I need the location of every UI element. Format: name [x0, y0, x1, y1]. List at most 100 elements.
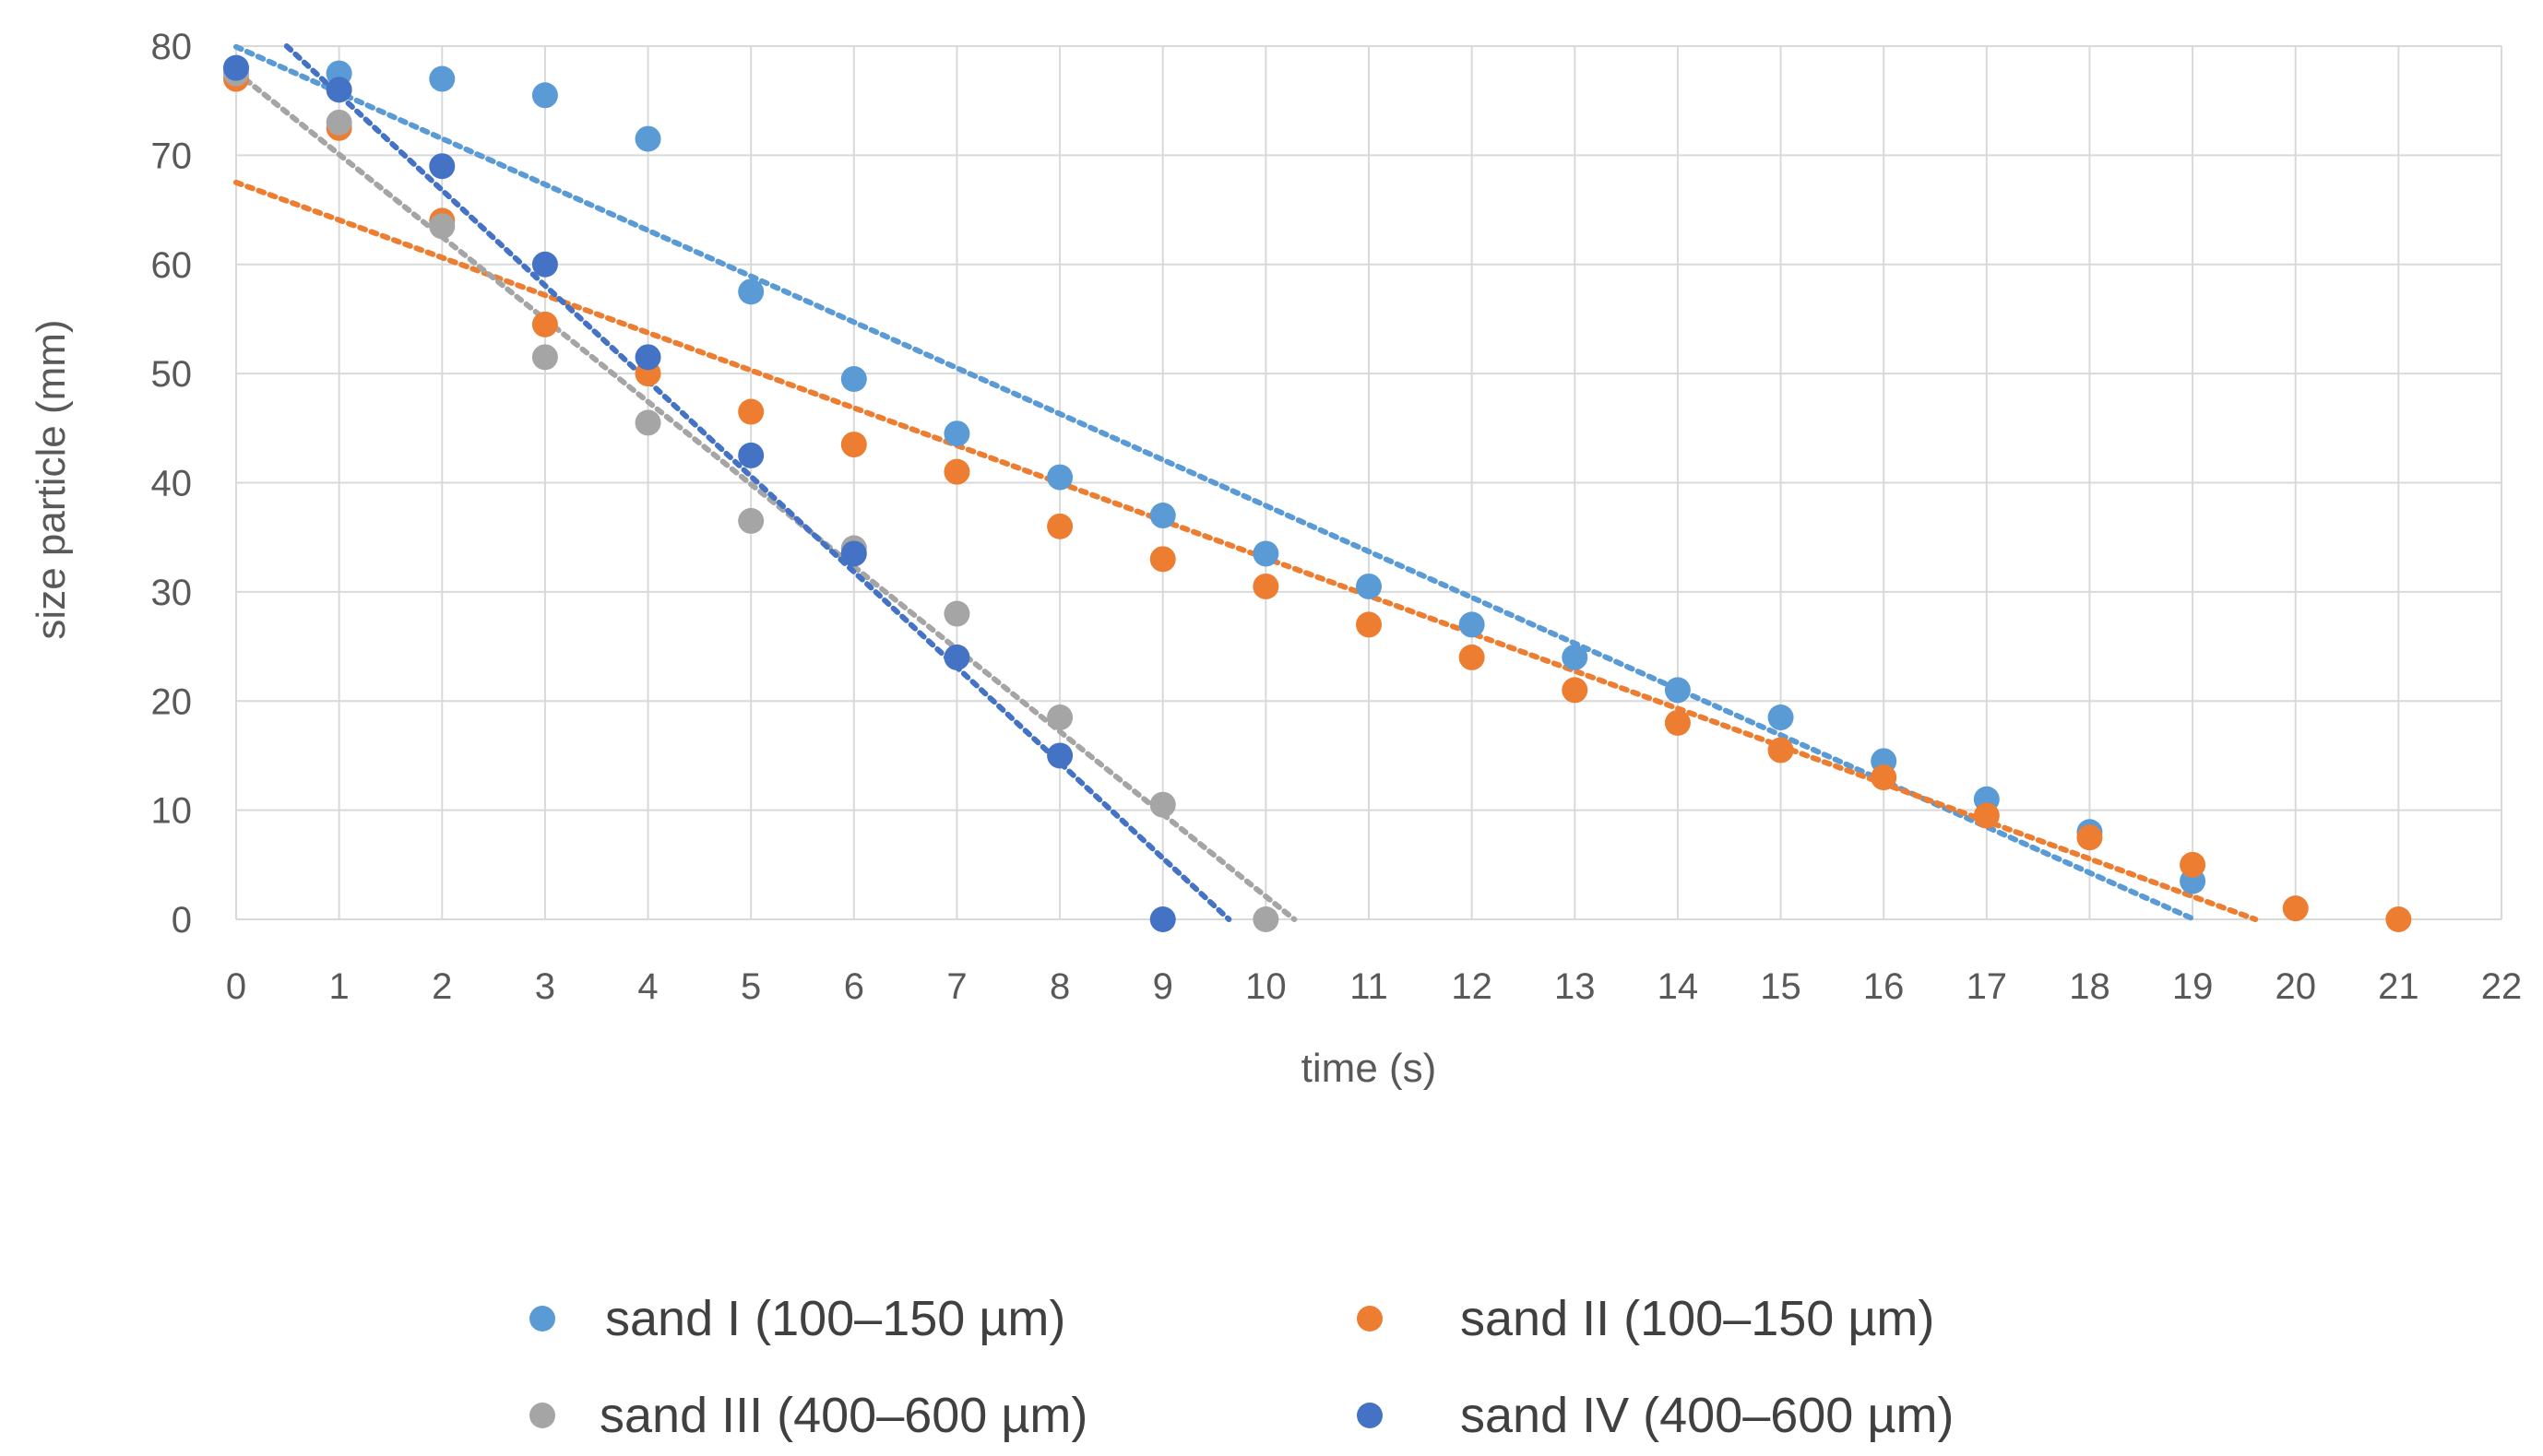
x-tick-label: 19 — [2172, 966, 2214, 1007]
legend-marker-series-1 — [529, 1306, 555, 1332]
data-point-series-1 — [429, 65, 456, 92]
y-tick-label: 80 — [151, 27, 193, 67]
data-point-series-1 — [944, 420, 970, 447]
data-point-series-2 — [1664, 709, 1691, 736]
data-point-series-4 — [326, 77, 352, 103]
trendline-series-3 — [233, 68, 1298, 922]
x-tick-label: 16 — [1863, 966, 1905, 1007]
data-point-series-2 — [1767, 737, 1794, 764]
gridlines — [235, 45, 2502, 920]
data-point-series-1 — [1253, 540, 1279, 567]
legend-label-series-1: sand I (100–150 µm) — [605, 1291, 1065, 1346]
data-point-series-2 — [2282, 895, 2309, 922]
data-point-series-2 — [1458, 644, 1485, 670]
x-tick-label: 17 — [1967, 966, 2008, 1007]
y-tick-label: 50 — [151, 354, 193, 395]
y-tick-label: 60 — [151, 245, 193, 286]
legend-label-series-4: sand IV (400–600 µm) — [1460, 1388, 1954, 1443]
x-tick-label: 20 — [2275, 966, 2316, 1007]
data-point-series-1 — [1047, 464, 1074, 491]
data-point-series-2 — [1973, 802, 2000, 829]
data-point-series-4 — [738, 442, 765, 468]
data-point-series-3 — [635, 409, 661, 436]
data-point-series-1 — [635, 125, 661, 152]
data-point-series-4 — [1149, 906, 1176, 932]
data-point-series-1 — [1149, 503, 1176, 529]
trendline-series-2 — [233, 179, 2259, 922]
x-tick-label: 3 — [535, 966, 555, 1007]
x-tick-label: 0 — [226, 966, 246, 1007]
data-point-series-3 — [531, 344, 558, 371]
data-point-series-2 — [944, 458, 970, 485]
x-tick-label: 13 — [1554, 966, 1596, 1007]
data-point-series-4 — [944, 644, 970, 670]
data-point-series-2 — [1253, 573, 1279, 599]
data-point-series-4 — [531, 251, 558, 278]
data-point-series-2 — [1149, 546, 1176, 573]
data-point-series-1 — [531, 82, 558, 109]
data-point-series-1 — [1356, 573, 1382, 599]
data-point-series-3 — [429, 213, 456, 240]
legend-marker-series-3 — [529, 1403, 555, 1428]
x-tick-label: 11 — [1349, 966, 1388, 1007]
trendlines — [233, 43, 2259, 922]
data-point-series-4 — [429, 153, 456, 180]
data-point-series-2 — [1871, 764, 1897, 791]
legend: sand I (100–150 µm) sand II (100–150 µm) s… — [529, 1291, 1954, 1443]
y-tick-label: 30 — [151, 573, 193, 613]
y-axis-title: size particle (mm) — [29, 319, 74, 639]
data-point-series-3 — [326, 109, 352, 136]
x-tick-label: 4 — [637, 966, 658, 1007]
data-point-series-2 — [738, 398, 765, 425]
data-points — [223, 54, 2412, 932]
legend-label-series-2: sand II (100–150 µm) — [1460, 1291, 1934, 1346]
y-tick-label: 40 — [151, 464, 193, 504]
data-point-series-2 — [1356, 611, 1382, 638]
x-tick-label: 5 — [741, 966, 761, 1007]
x-tick-label: 2 — [432, 966, 452, 1007]
x-tick-label: 8 — [1050, 966, 1070, 1007]
data-point-series-2 — [1562, 677, 1588, 704]
data-point-series-1 — [1458, 611, 1485, 638]
data-point-series-1 — [840, 366, 867, 393]
x-tick-label: 6 — [844, 966, 864, 1007]
data-point-series-4 — [635, 344, 661, 371]
data-point-series-3 — [1149, 791, 1176, 818]
y-tick-label: 0 — [172, 900, 192, 941]
x-tick-label: 14 — [1658, 966, 1699, 1007]
data-point-series-1 — [1664, 677, 1691, 704]
data-point-series-2 — [2385, 906, 2412, 932]
data-point-series-3 — [738, 507, 765, 534]
x-tick-label: 15 — [1760, 966, 1801, 1007]
y-tick-label: 20 — [151, 681, 193, 722]
data-point-series-2 — [2180, 851, 2206, 878]
y-tick-label: 10 — [151, 791, 193, 832]
legend-marker-series-2 — [1357, 1306, 1383, 1332]
x-axis-title: time (s) — [1301, 1046, 1437, 1091]
y-axis-ticks: 0 10 20 30 40 50 60 70 80 — [151, 27, 193, 941]
data-point-series-3 — [1047, 704, 1074, 731]
data-point-series-3 — [944, 600, 970, 627]
data-point-series-3 — [1253, 906, 1279, 932]
x-axis-ticks: 0 1 2 3 4 5 6 7 8 9 10 11 12 13 14 15 16 17 18 19 20 21 22 — [226, 966, 2522, 1007]
data-point-series-2 — [2076, 824, 2103, 851]
y-tick-label: 70 — [151, 136, 193, 176]
x-tick-label: 18 — [2069, 966, 2110, 1007]
data-point-series-2 — [840, 432, 867, 458]
trendline-series-4 — [283, 43, 1232, 922]
x-tick-label: 10 — [1245, 966, 1287, 1007]
data-point-series-4 — [1047, 742, 1074, 769]
legend-label-series-3: sand III (400–600 µm) — [600, 1388, 1087, 1443]
data-point-series-4 — [840, 540, 867, 567]
x-tick-label: 22 — [2481, 966, 2523, 1007]
x-tick-label: 7 — [946, 966, 967, 1007]
x-tick-label: 9 — [1153, 966, 1173, 1007]
data-point-series-2 — [1047, 513, 1074, 539]
legend-marker-series-4 — [1357, 1403, 1383, 1428]
data-point-series-1 — [1767, 704, 1794, 731]
x-tick-label: 1 — [329, 966, 350, 1007]
data-point-series-1 — [1562, 644, 1588, 670]
x-tick-label: 21 — [2378, 966, 2419, 1007]
data-point-series-4 — [223, 54, 249, 81]
